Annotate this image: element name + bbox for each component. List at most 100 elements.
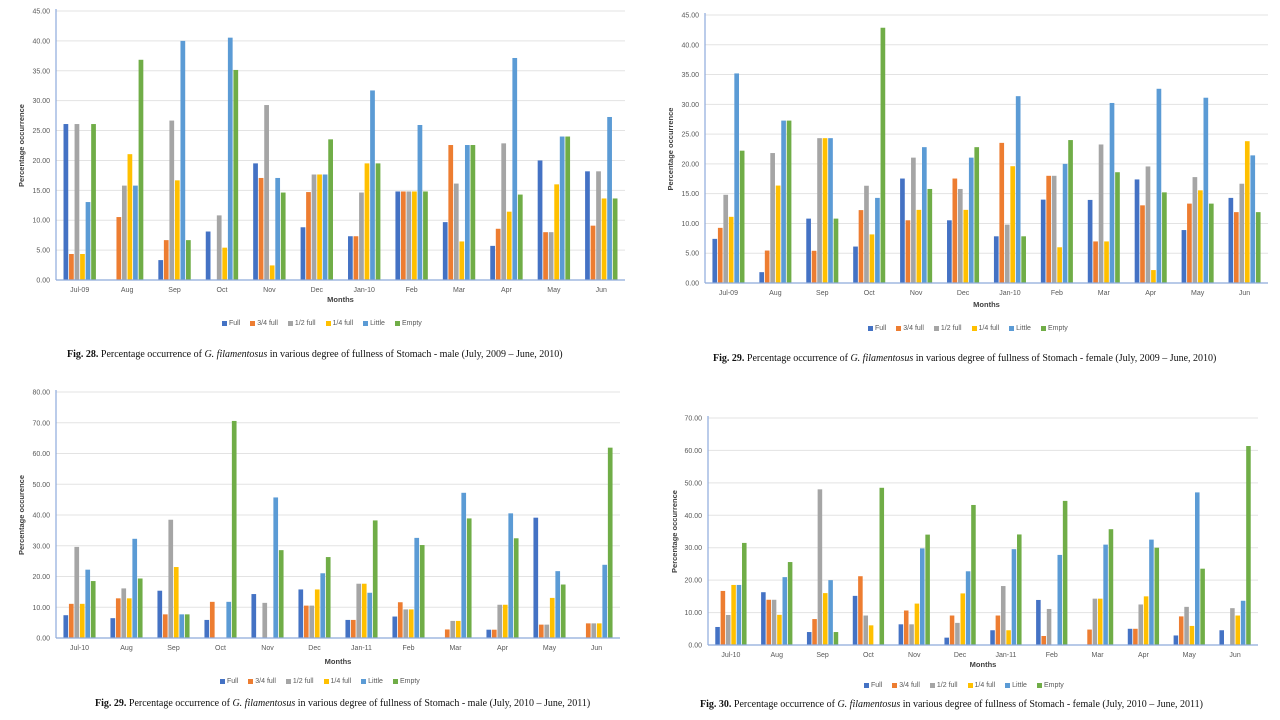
figure-label: Fig. 29.: [713, 353, 745, 364]
bar-chart-fig29-female: 0.00 5.00 10.00 15.00 20.00 25.00 30.00 35.00 40…: [666, 13, 1268, 309]
bar-3-4-full-sep: [163, 240, 169, 280]
bar-1-4-full-jun: [601, 198, 607, 280]
bar-1-2-full-sep: [169, 120, 175, 281]
bar-1-2-full-mar: [450, 620, 456, 638]
bar-1-4-full-aug: [126, 598, 132, 638]
legend-item-little: Little: [363, 320, 385, 327]
bar-full-dec: [300, 227, 306, 280]
x-tick-label: Jun: [1229, 652, 1240, 659]
x-axis-label: Months: [325, 657, 352, 666]
chart-panel-fig29-male-2010: 0.00 10.00 20.00 30.00 40.00 50.00 60.00 70.00 8…: [17, 390, 620, 709]
bar-little-sep: [180, 40, 186, 281]
bar-1-2-full-mar: [1092, 598, 1098, 645]
bar-1-4-full-nov: [269, 265, 275, 280]
bar-little-may: [555, 571, 561, 638]
figure-caption: Fig. 30. Percentage occurrence of G. fil…: [700, 699, 1203, 710]
y-tick-label: 40.00: [32, 513, 50, 520]
x-tick-label: May: [1191, 290, 1205, 297]
x-axis-label: Months: [970, 660, 997, 669]
bar-1-4-full-jun: [1244, 141, 1250, 283]
bar-1-2-full-mar: [453, 183, 459, 280]
bar-1-2-full-aug: [771, 599, 777, 645]
caption-text: in various degree of fullness of Stomach…: [900, 699, 1204, 710]
figure-label: Fig. 30.: [700, 699, 732, 710]
bar-empty-apr: [517, 194, 523, 280]
bar-3-4-full-apr: [495, 228, 501, 280]
bar-empty-jul-09: [91, 124, 96, 280]
legend-item-3-4-full: 3/4 full: [250, 320, 278, 327]
bar-little-oct: [875, 197, 880, 283]
bar-empty-jun: [1246, 446, 1251, 645]
legend-swatch: [1040, 326, 1046, 331]
bar-1-2-full-jul-09: [74, 124, 80, 280]
caption-text: Percentage occurrence of: [731, 699, 838, 710]
bar-1-2-full-oct: [864, 185, 869, 283]
bar-full-nov: [251, 594, 257, 638]
bar-little-feb: [1062, 163, 1068, 283]
x-tick-label: Aug: [769, 290, 782, 297]
bar-3-4-full-mar: [1087, 629, 1092, 645]
bar-full-feb: [395, 191, 401, 280]
bar-empty-sep: [833, 218, 839, 283]
x-tick-label: Oct: [864, 290, 875, 297]
bar-little-jun: [607, 116, 612, 281]
bar-3-4-full-dec: [303, 605, 309, 638]
y-tick-label: 15.00: [32, 188, 50, 195]
y-tick-label: 70.00: [32, 420, 50, 427]
bar-empty-nov: [278, 550, 284, 638]
y-tick-label: 10.00: [681, 221, 699, 228]
bar-1-2-full-oct: [216, 215, 222, 280]
legend-label: Little: [370, 320, 385, 327]
bar-empty-jun: [1255, 212, 1261, 283]
bar-3-4-full-nov: [903, 610, 909, 645]
x-tick-label: Nov: [261, 645, 274, 652]
y-tick-label: 20.00: [684, 578, 702, 585]
x-tick-label: Sep: [816, 652, 829, 659]
bar-3-4-full-mar: [444, 629, 450, 638]
chart-panel-fig28-male-2009: 0.00 5.00 10.00 15.00 20.00 25.00 30.00 35.00 40…: [0, 0, 640, 370]
bar-1-2-full-jun: [1239, 183, 1245, 283]
bar-3-4-full-may: [538, 624, 544, 638]
bar-little-feb: [414, 537, 420, 638]
caption-text: in various degree of fullness of Stomach…: [295, 698, 591, 709]
bar-3-4-full-jul-10: [720, 590, 726, 645]
legend-swatch: [287, 321, 293, 326]
bar-1-4-full-aug: [775, 185, 781, 283]
legend-swatch: [363, 321, 369, 326]
bar-little-sep: [828, 138, 833, 283]
bar-1-2-full-jan-10: [359, 192, 364, 280]
bar-1-4-full-mar: [1104, 241, 1109, 283]
bar-chart-fig29-male: 0.00 10.00 20.00 30.00 40.00 50.00 60.00 70.00 8…: [17, 390, 620, 666]
bar-1-4-full-dec: [317, 174, 322, 280]
bar-little-sep: [179, 614, 185, 638]
y-tick-label: 0.00: [36, 278, 50, 285]
x-tick-label: Feb: [1046, 652, 1058, 659]
y-tick-label: 40.00: [684, 513, 702, 520]
legend-swatch: [220, 679, 225, 684]
bar-1-4-full-sep: [822, 593, 828, 645]
bar-full-aug: [761, 592, 766, 645]
bar-empty-nov: [925, 534, 930, 645]
x-tick-label: May: [547, 287, 561, 294]
x-tick-label: Sep: [816, 290, 829, 297]
legend-swatch: [1009, 326, 1015, 331]
bar-empty-oct: [879, 487, 885, 645]
legend-item-1-4-full: 1/4 full: [971, 325, 999, 332]
bar-1-4-full-apr: [502, 604, 508, 638]
bar-empty-feb: [1062, 500, 1068, 645]
bar-3-4-full-sep: [162, 614, 168, 638]
bar-empty-mar: [470, 145, 476, 280]
y-tick-label: 25.00: [681, 132, 699, 139]
bar-1-2-full-may: [1184, 606, 1189, 645]
caption-text: Percentage occurrence of: [98, 349, 205, 360]
y-tick-label: 45.00: [681, 13, 699, 20]
bar-1-4-full-nov: [916, 209, 922, 283]
bar-empty-dec: [971, 504, 976, 645]
bar-full-apr: [1134, 179, 1140, 283]
bar-3-4-full-sep: [811, 250, 817, 283]
bar-1-4-full-feb: [412, 191, 417, 280]
bar-1-2-full-jul-10: [74, 546, 80, 638]
bar-empty-aug: [138, 59, 144, 280]
legend-label: 1/2 full: [936, 682, 958, 689]
bar-1-2-full-sep: [817, 138, 822, 283]
